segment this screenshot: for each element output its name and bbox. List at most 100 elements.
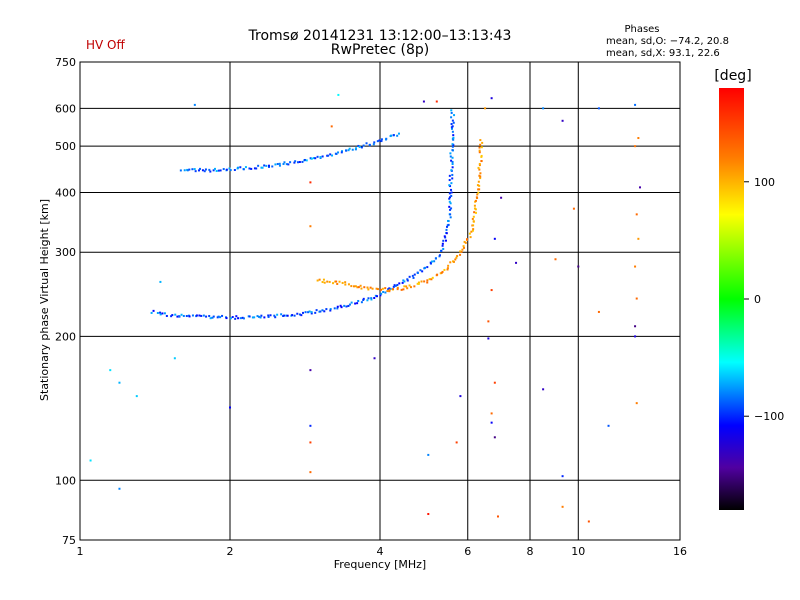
trace-point	[382, 290, 385, 293]
scatter-point	[572, 207, 575, 210]
trace-point	[159, 313, 162, 316]
scatter-point	[330, 125, 333, 128]
trace-point	[450, 207, 453, 210]
trace-point	[438, 255, 441, 258]
scatter-point	[607, 424, 610, 427]
trace-point	[282, 163, 285, 166]
trace-point	[386, 290, 389, 293]
trace-point	[434, 257, 437, 260]
trace-point	[372, 143, 375, 146]
trace-point	[212, 315, 215, 318]
trace-point	[403, 285, 406, 288]
trace-point	[459, 253, 462, 256]
trace-point	[446, 225, 449, 228]
trace-point	[256, 315, 259, 318]
trace-point	[233, 169, 236, 172]
trace-point	[185, 315, 188, 318]
trace-point	[477, 180, 480, 183]
trace-point	[441, 242, 444, 245]
scatter-point	[493, 237, 496, 240]
trace-point	[333, 307, 336, 310]
scatter-point	[427, 453, 430, 456]
trace-point	[388, 287, 391, 290]
scatter-point	[561, 505, 564, 508]
trace-point	[358, 145, 361, 148]
scatter-point	[634, 325, 637, 328]
trace-point	[235, 315, 238, 318]
trace-point	[478, 184, 481, 187]
trace-point	[451, 166, 454, 169]
trace-point	[211, 316, 214, 319]
trace-point	[453, 114, 456, 117]
trace-point	[449, 155, 452, 158]
trace-point	[200, 314, 203, 317]
trace-point	[429, 261, 432, 264]
trace-point	[473, 204, 476, 207]
trace-point	[219, 169, 222, 172]
y-tick-label: 600	[55, 102, 76, 115]
trace-point	[278, 164, 281, 167]
trace-point	[480, 160, 483, 163]
trace-point	[356, 302, 359, 305]
y-tick-label: 400	[55, 186, 76, 199]
trace-point	[464, 241, 467, 244]
trace-point	[448, 205, 451, 208]
trace-point	[446, 267, 449, 270]
trace-point	[265, 164, 268, 167]
trace-point	[316, 279, 319, 282]
scatter-point	[118, 487, 121, 490]
scatter-point	[597, 107, 600, 110]
trace-point	[355, 147, 358, 150]
trace-point	[448, 174, 451, 177]
trace-point	[366, 286, 369, 289]
trace-point	[451, 145, 454, 148]
trace-point	[316, 155, 319, 158]
trace-point	[403, 280, 406, 283]
trace-point	[402, 288, 405, 291]
trace-point	[323, 281, 326, 284]
trace-point	[208, 168, 211, 171]
trace-point	[327, 154, 330, 157]
trace-point	[354, 285, 357, 288]
trace-point	[397, 132, 400, 135]
trace-point	[474, 211, 477, 214]
trace-point	[286, 314, 289, 317]
trace-point	[469, 236, 472, 239]
scatter-point	[109, 369, 112, 372]
trace-point	[296, 161, 299, 164]
trace-point	[321, 281, 324, 284]
trace-point	[471, 229, 474, 232]
trace-point	[343, 304, 346, 307]
scatter-point	[309, 181, 312, 184]
title-line1: Tromsø 20141231 13:12:00–13:13:43	[248, 28, 512, 44]
scatter-point	[587, 520, 590, 523]
trace-point	[356, 286, 359, 289]
trace-point	[293, 314, 296, 317]
scatter-point	[542, 388, 545, 391]
x-tick-label: 6	[464, 545, 471, 558]
trace-point	[447, 220, 450, 223]
trace-point	[241, 316, 244, 319]
trace-point	[263, 316, 266, 319]
trace-point	[450, 188, 453, 191]
trace-point	[209, 317, 212, 320]
trace-point	[180, 313, 183, 316]
trace-point	[345, 149, 348, 152]
trace-point	[318, 278, 321, 281]
trace-point	[182, 314, 185, 317]
trace-point	[248, 315, 251, 318]
trace-point	[423, 280, 426, 283]
trace-point	[393, 284, 396, 287]
trace-point	[365, 142, 368, 145]
trace-point	[253, 167, 256, 170]
trace-point	[259, 316, 262, 319]
trace-point	[436, 273, 439, 276]
trace-point	[217, 169, 220, 172]
trace-point	[431, 260, 434, 263]
trace-point	[237, 317, 240, 320]
colorbar-tick-label: 0	[754, 293, 761, 306]
colorbar-label: [deg]	[714, 68, 751, 84]
scatter-point	[634, 145, 637, 148]
trace-point	[357, 299, 360, 302]
scatter-point	[597, 310, 600, 313]
